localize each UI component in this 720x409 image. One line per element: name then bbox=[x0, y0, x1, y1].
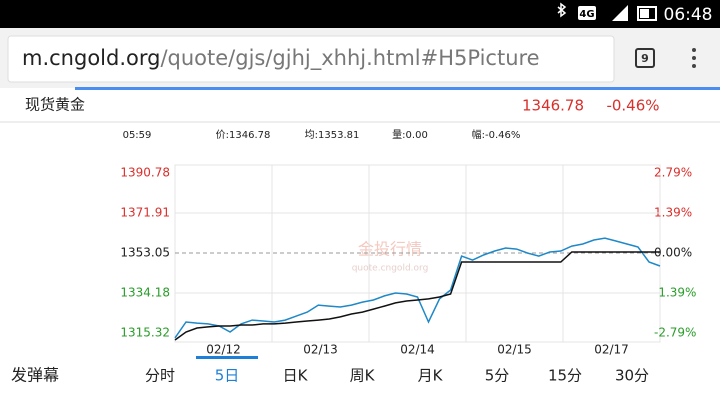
y2-tick-label: 0.00% bbox=[654, 246, 692, 260]
y-tick-label: 1315.32 bbox=[120, 326, 170, 340]
info-field: 幅:-0.46% bbox=[472, 128, 521, 141]
y2-tick-label: 1.39% bbox=[654, 206, 692, 220]
x-tick-label: 02/13 bbox=[303, 343, 338, 357]
y-tick-label: 1353.05 bbox=[120, 246, 170, 260]
y-tick-label: 1390.78 bbox=[120, 166, 170, 180]
signal-icon bbox=[612, 5, 628, 21]
watermark: 金投行情 bbox=[358, 240, 422, 259]
tab[interactable]: 分时 bbox=[145, 367, 175, 385]
url: m.cngold.org/quote/gjs/gjhj_xhhj.html#H5… bbox=[22, 46, 540, 71]
tab-bar bbox=[0, 360, 720, 405]
address-bar[interactable] bbox=[7, 35, 615, 83]
info-field: 均:1353.81 bbox=[305, 129, 360, 141]
tab-indicator bbox=[196, 356, 258, 359]
bluetooth-icon bbox=[557, 2, 567, 18]
url-domain: m.cngold.org bbox=[22, 46, 160, 70]
x-tick-label: 02/12 bbox=[206, 343, 241, 357]
menu-icon[interactable] bbox=[692, 48, 696, 68]
instrument-name: 现货黄金 bbox=[25, 96, 85, 114]
clock: 06:48 bbox=[664, 5, 713, 25]
progress-bar bbox=[75, 87, 720, 90]
y2-tick-label: 2.79% bbox=[654, 166, 692, 180]
y-tick-label: 1371.91 bbox=[120, 206, 170, 220]
network-badge bbox=[578, 6, 596, 20]
info-field: 量:0.00 bbox=[392, 129, 428, 141]
y-tick-label: 1334.18 bbox=[120, 286, 170, 300]
tab-switcher[interactable] bbox=[635, 48, 655, 68]
tab[interactable]: 日K bbox=[283, 367, 309, 385]
tab[interactable]: 15分 bbox=[548, 367, 582, 385]
status-bar bbox=[0, 0, 720, 28]
info-field: 05:59 bbox=[123, 130, 152, 141]
watermark-url: quote.cngold.org bbox=[352, 264, 429, 274]
tab[interactable]: 5分 bbox=[485, 367, 510, 385]
battery-level bbox=[640, 9, 649, 18]
change: -0.46% bbox=[606, 97, 659, 115]
y2-tick-label: -1.39% bbox=[654, 285, 696, 299]
price: 1346.78 bbox=[522, 97, 584, 115]
tab[interactable]: 周K bbox=[350, 367, 376, 385]
battery-icon bbox=[637, 6, 657, 21]
price-line bbox=[174, 237, 661, 339]
tab[interactable]: 月K bbox=[418, 367, 444, 385]
x-tick-label: 02/15 bbox=[497, 343, 532, 357]
info-field: 价:1346.78 bbox=[216, 129, 271, 141]
bullet-comments[interactable]: 发弹幕 bbox=[11, 366, 59, 385]
tab[interactable]: 5日 bbox=[215, 367, 240, 385]
tab[interactable]: 30分 bbox=[615, 367, 649, 385]
x-tick-label: 02/17 bbox=[594, 343, 629, 357]
price-line bbox=[174, 251, 660, 341]
x-tick-label: 02/14 bbox=[400, 343, 435, 357]
url-path: /quote/gjs/gjhj_xhhj.html#H5Picture bbox=[160, 46, 539, 71]
network: 4G bbox=[579, 9, 594, 20]
y2-tick-label: -2.79% bbox=[654, 326, 696, 340]
tab-count: 9 bbox=[641, 52, 649, 65]
